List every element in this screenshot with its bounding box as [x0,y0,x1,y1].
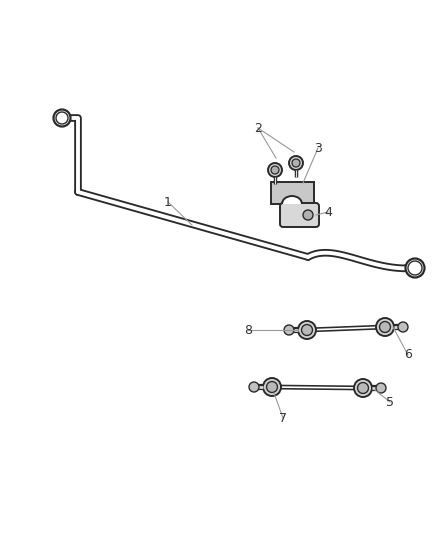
Circle shape [298,321,316,339]
Circle shape [379,321,391,333]
Circle shape [354,379,372,397]
FancyBboxPatch shape [271,182,314,204]
Circle shape [398,322,408,332]
Circle shape [268,163,282,177]
Circle shape [271,166,279,174]
Text: 1: 1 [164,196,172,208]
Circle shape [408,261,422,275]
Circle shape [406,259,424,278]
FancyBboxPatch shape [280,203,319,227]
Circle shape [303,210,313,220]
Circle shape [292,159,300,167]
Text: 7: 7 [279,411,287,424]
Text: 6: 6 [404,349,412,361]
Text: 8: 8 [244,324,252,336]
Circle shape [263,378,281,396]
Text: 4: 4 [324,206,332,219]
Circle shape [376,318,394,336]
Wedge shape [283,195,301,204]
Text: 3: 3 [314,141,322,155]
Circle shape [56,112,68,124]
Circle shape [289,156,303,170]
Circle shape [376,383,386,393]
Circle shape [266,382,278,392]
Circle shape [53,109,71,126]
Circle shape [284,325,294,335]
Text: 2: 2 [254,122,262,134]
Circle shape [301,325,312,335]
Text: 5: 5 [386,395,394,408]
Circle shape [357,383,368,393]
Circle shape [249,382,259,392]
